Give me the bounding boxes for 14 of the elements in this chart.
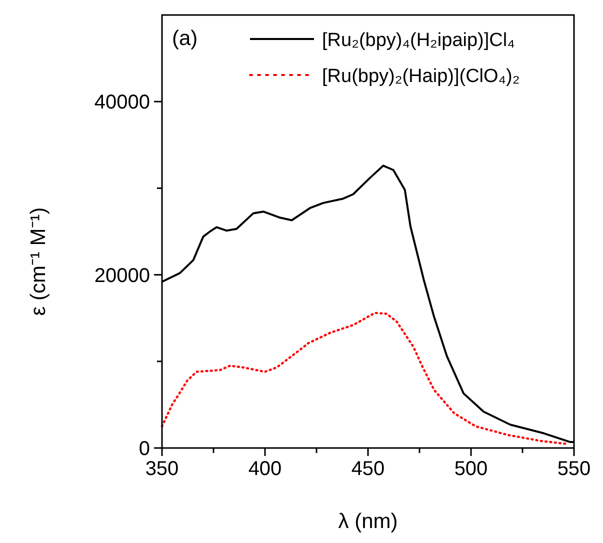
x-tick-label: 450 (351, 458, 385, 480)
y-tick-label: 40000 (94, 92, 150, 114)
annotation: (a) (172, 27, 198, 50)
x-tick-label: 400 (248, 458, 282, 480)
x-tick-label: 350 (145, 458, 179, 480)
legend-label: [Ru₂(bpy)₄(H₂ipaip)]Cl₄ (322, 30, 516, 51)
x-axis-title: λ (nm) (338, 510, 398, 533)
legend-label: [Ru(bpy)₂(Haip)](ClO₄)₂ (322, 66, 520, 87)
x-tick-label: 500 (454, 458, 488, 480)
y-axis-title: ε (cm⁻¹ M⁻¹) (27, 207, 50, 316)
line-series (160, 312, 566, 445)
y-tick-label: 0 (138, 438, 150, 460)
x-tick-label: 550 (557, 458, 591, 480)
y-tick-label: 20000 (94, 264, 150, 287)
